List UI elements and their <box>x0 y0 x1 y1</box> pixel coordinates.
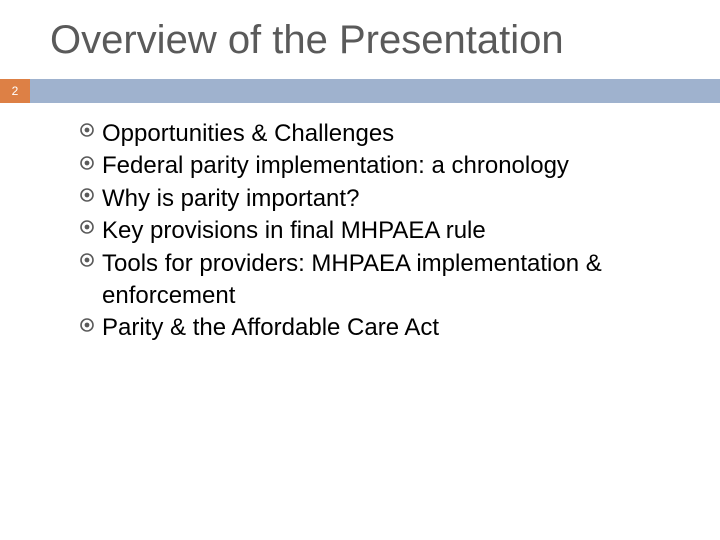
bullet-target-icon <box>80 318 94 332</box>
bullet-text: Why is parity important? <box>102 185 359 212</box>
bullet-text: Opportunities & Challenges <box>102 120 394 147</box>
slide-title: Overview of the Presentation <box>50 18 564 63</box>
bullet-text: Federal parity implementation: a chronol… <box>102 152 569 179</box>
page-number: 2 <box>12 84 19 98</box>
bullet-text: Key provisions in final MHPAEA rule <box>102 217 486 244</box>
bullet-item: Tools for providers: MHPAEA implementati… <box>80 248 660 313</box>
bullet-target-icon <box>80 123 94 137</box>
page-band <box>30 79 720 103</box>
bullet-item: Parity & the Affordable Care Act <box>80 312 660 344</box>
bullet-item: Key provisions in final MHPAEA rule <box>80 215 660 247</box>
content-area: Opportunities & Challenges Federal parity… <box>80 118 660 345</box>
bullet-text: Tools for providers: MHPAEA implementati… <box>102 250 602 309</box>
bullet-item: Why is parity important? <box>80 183 660 215</box>
bullet-target-icon <box>80 156 94 170</box>
bullet-list: Opportunities & Challenges Federal parity… <box>80 118 660 345</box>
bullet-target-icon <box>80 253 94 267</box>
bullet-target-icon <box>80 188 94 202</box>
bullet-target-icon <box>80 220 94 234</box>
bullet-item: Opportunities & Challenges <box>80 118 660 150</box>
page-number-badge: 2 <box>0 79 30 103</box>
bullet-text: Parity & the Affordable Care Act <box>102 314 439 341</box>
page-bar: 2 <box>0 79 720 103</box>
slide: Overview of the Presentation 2 Opportuni… <box>0 0 720 540</box>
bullet-item: Federal parity implementation: a chronol… <box>80 150 660 182</box>
